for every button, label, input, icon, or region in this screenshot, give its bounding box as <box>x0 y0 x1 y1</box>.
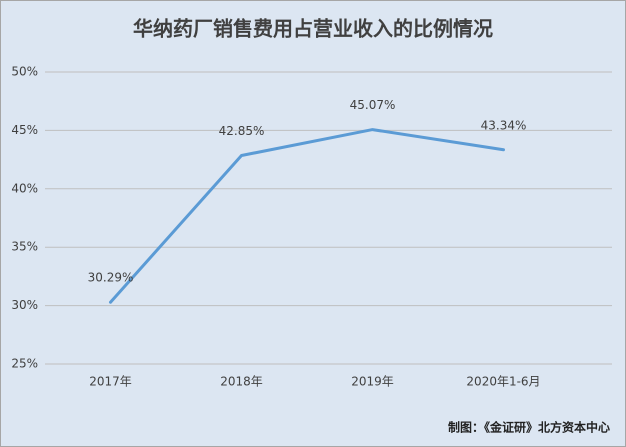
chart-title: 华纳药厂销售费用占营业收入的比例情况 <box>133 17 493 41</box>
y-tick-label: 35% <box>11 240 38 254</box>
y-tick-label: 25% <box>11 357 38 371</box>
x-tick-label: 2019年 <box>351 375 394 389</box>
x-tick-label: 2018年 <box>220 375 263 389</box>
data-label: 30.29% <box>88 271 134 285</box>
y-tick-label: 50% <box>11 65 38 79</box>
x-tick-label: 2020年1-6月 <box>466 375 540 389</box>
y-tick-label: 30% <box>11 298 38 312</box>
y-tick-label: 45% <box>11 123 38 137</box>
data-line <box>109 128 505 304</box>
data-label: 45.07% <box>350 98 396 112</box>
y-tick-label: 40% <box>11 181 38 195</box>
data-label: 43.34% <box>481 118 527 132</box>
source-note: 制图：《金证研》北方资本中心 <box>448 420 610 435</box>
data-label: 42.85% <box>219 124 265 138</box>
x-tick-label: 2017年 <box>89 375 132 389</box>
